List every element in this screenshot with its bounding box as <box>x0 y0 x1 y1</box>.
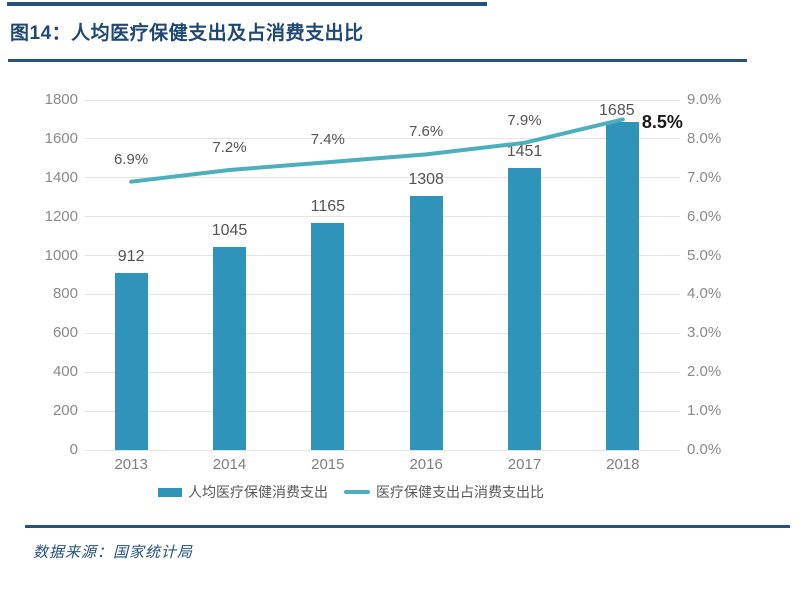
line-point-label: 7.6% <box>409 123 444 141</box>
gridline <box>85 99 680 101</box>
x-axis-tick-2014: 2014 <box>212 456 247 473</box>
legend-bar-swatch <box>158 487 182 497</box>
bar-2014 <box>212 246 246 450</box>
top-rule <box>7 2 487 6</box>
y-axis-right-tick: 8.0% <box>687 129 722 147</box>
gridline <box>85 255 680 257</box>
x-axis-tick-2017: 2017 <box>507 456 542 473</box>
y-axis-right-tick: 9.0% <box>687 91 722 108</box>
gridline <box>85 371 680 373</box>
gridline <box>85 410 680 412</box>
data-source-note: 数据来源：国家统计局 <box>33 543 194 561</box>
line-point-label: 7.9% <box>507 111 542 129</box>
y-axis-left-tick: 600 <box>52 324 78 342</box>
y-axis-left-tick: 1600 <box>44 129 78 147</box>
gridline <box>85 332 680 334</box>
y-axis-right-tick: 7.0% <box>687 168 722 186</box>
y-axis-left-tick: 1800 <box>44 91 78 108</box>
y-axis-left-tick: 1400 <box>44 168 78 186</box>
legend-item-line: 医疗保健支出占消费支出比 <box>344 483 544 501</box>
y-axis-right-tick: 4.0% <box>687 285 722 303</box>
y-axis-right-tick: 2.0% <box>687 363 722 381</box>
gridline <box>85 449 680 451</box>
bar-value-label: 1165 <box>310 198 346 216</box>
line-endpoint-label: 8.5% <box>641 112 683 133</box>
bar-value-label: 1685 <box>599 102 635 120</box>
legend-line-label: 医疗保健支出占消费支出比 <box>376 484 544 500</box>
line-point-label: 7.4% <box>310 131 345 149</box>
bar-2018 <box>606 122 640 450</box>
bar-value-label: 1045 <box>211 221 248 239</box>
chart-legend: 人均医疗保健消费支出 医疗保健支出占消费支出比 <box>158 483 544 501</box>
legend-line-swatch <box>344 490 370 494</box>
bar-2017 <box>507 167 541 450</box>
bar-2016 <box>409 195 443 450</box>
x-axis-tick-2013: 2013 <box>114 456 148 473</box>
page-title: 图14：人均医疗保健支出及占消费支出比 <box>10 23 364 44</box>
bar-value-label: 912 <box>117 247 145 265</box>
gridline <box>85 216 680 218</box>
bar-2015 <box>311 223 345 450</box>
legend-bar-label: 人均医疗保健消费支出 <box>188 484 328 500</box>
y-axis-left-tick: 200 <box>52 402 78 420</box>
title-underline <box>8 59 747 62</box>
bar-2013 <box>114 272 148 450</box>
y-axis-left-tick: 1200 <box>44 207 78 225</box>
bar-value-label: 1308 <box>408 170 444 188</box>
line-point-label: 7.2% <box>212 139 247 156</box>
x-axis-tick-2018: 2018 <box>606 456 640 473</box>
legend-item-bar: 人均医疗保健消费支出 <box>158 483 328 501</box>
y-axis-right-tick: 3.0% <box>687 324 722 342</box>
bar-value-label: 1451 <box>506 142 543 160</box>
y-axis-left-tick: 800 <box>52 285 78 303</box>
y-axis-left-tick: 1000 <box>44 246 78 264</box>
y-axis-right-tick: 6.0% <box>687 207 722 225</box>
x-axis-tick-2016: 2016 <box>409 456 443 473</box>
gridline <box>85 293 680 295</box>
y-axis-right-tick: 5.0% <box>687 246 722 264</box>
line-point-label: 6.9% <box>114 150 149 168</box>
footer-divider <box>25 525 790 528</box>
y-axis-left-tick: 0 <box>69 441 78 458</box>
x-axis-tick-2015: 2015 <box>311 456 345 473</box>
y-axis-right-tick: 0.0% <box>687 441 722 458</box>
y-axis-right-tick: 1.0% <box>687 402 722 420</box>
y-axis-left-tick: 400 <box>52 363 78 381</box>
